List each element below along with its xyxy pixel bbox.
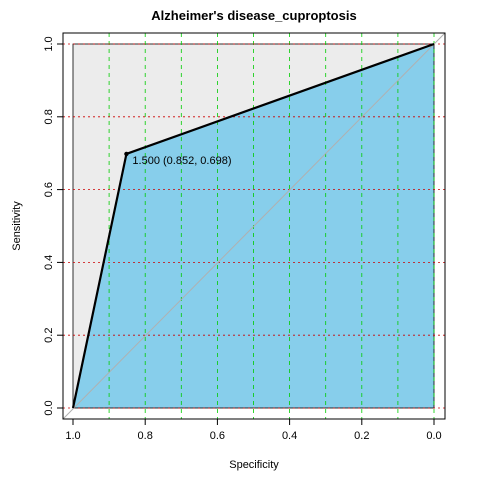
threshold-label: 1.500 (0.852, 0.698): [132, 155, 231, 167]
y-tick-label: 1.0: [43, 36, 55, 51]
axes: 1.0 0.8 0.6 0.4 0.2 0.0 0.0 0.2 0.4 0.6 0.8 1.0: [43, 32, 446, 442]
x-tick-label: 0.8: [138, 430, 153, 442]
x-axis-label: Specificity: [229, 459, 279, 471]
x-tick-label: 1.0: [65, 430, 80, 442]
y-tick-label: 0.2: [43, 328, 55, 343]
y-axis-label: Sensitivity: [11, 201, 23, 251]
diagonal-line: [62, 32, 446, 420]
x-tick-label: 0.2: [354, 430, 369, 442]
plot-area: 1.500 (0.852, 0.698): [62, 32, 446, 420]
chart-title: Alzheimer's disease_cuproptosis: [151, 8, 356, 23]
y-tick-label: 0.4: [43, 255, 55, 270]
y-tick-label: 0.6: [43, 182, 55, 197]
y-tick-label: 0.8: [43, 109, 55, 124]
y-tick-label: 0.0: [43, 400, 55, 415]
threshold-point: [124, 151, 129, 157]
x-tick-label: 0.4: [282, 430, 297, 442]
x-tick-label: 0.6: [210, 430, 225, 442]
x-tick-label: 0.0: [426, 430, 441, 442]
